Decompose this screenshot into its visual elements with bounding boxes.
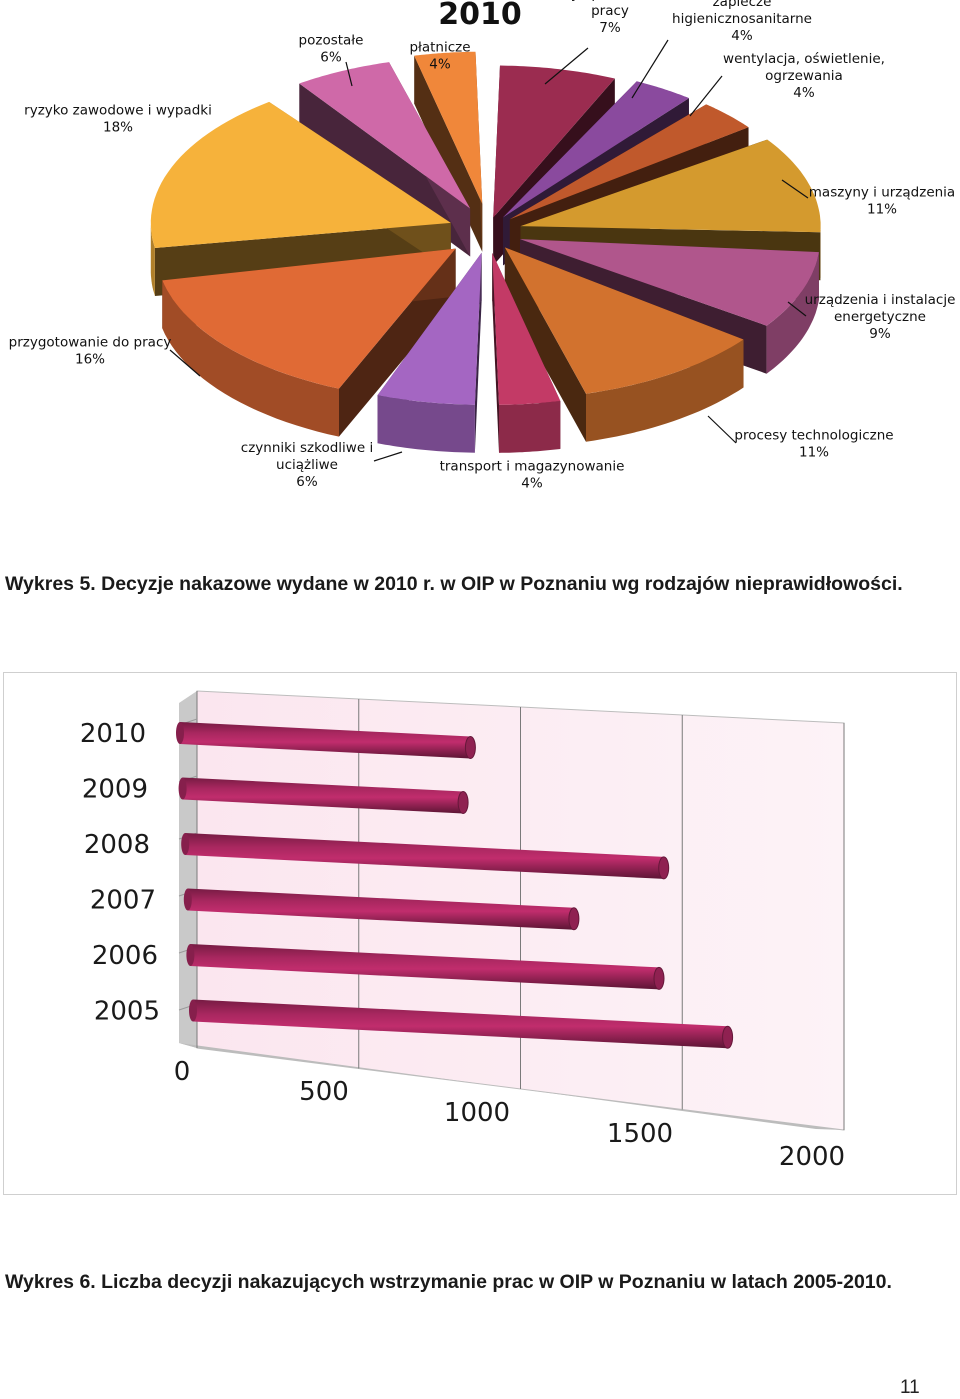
- bar: [181, 833, 670, 880]
- x-tick-label: 1500: [607, 1119, 673, 1149]
- page-number: 11: [900, 1377, 920, 1398]
- slice-label: obiekty i pomieszczeniapracy7%: [529, 0, 691, 36]
- slice-label: przygotowanie do pracy 16%: [9, 335, 172, 368]
- slice-label: pozostałe 6%: [299, 33, 364, 66]
- bar-chart: 0 500 1000 1500 2000 2010 2009 2008 2007 2006 2005: [80, 690, 845, 1172]
- leader-line: [169, 349, 201, 377]
- slice-label: transport i magazynowanie 4%: [440, 459, 625, 492]
- leader-line: [544, 47, 589, 85]
- bar-chart-frame: 0 500 1000 1500 2000 2010 2009 2008 2007 2006 2005: [3, 672, 957, 1195]
- leader-line: [689, 75, 723, 117]
- pie-slice: [504, 247, 744, 442]
- leader-line: [345, 61, 353, 87]
- slice-label: czynniki szkodliwe i uciążliwe 6%: [241, 440, 373, 490]
- leader-line: [787, 301, 807, 317]
- figure-6-caption: Wykres 6. Liczba decyzji nakazujących ws…: [5, 1271, 892, 1293]
- slice-label: urządzenia i instalacje energetyczne 9%: [805, 292, 956, 342]
- bar: [186, 944, 665, 990]
- y-tick-label: 2010: [80, 719, 146, 749]
- y-tick-label: 2007: [90, 886, 156, 916]
- y-tick-label: 2006: [92, 941, 158, 971]
- y-tick-label: 2005: [94, 997, 160, 1027]
- slice-label: zaplecze higienicznosanitarne 4%: [672, 0, 812, 44]
- bar: [189, 999, 734, 1049]
- leader-line: [707, 415, 737, 444]
- slice-label: procesy technologiczne 11%: [734, 428, 893, 461]
- leader-line: [373, 451, 403, 462]
- x-tick-label: 500: [299, 1077, 349, 1107]
- bar: [176, 722, 476, 760]
- pie-chart: 2010obiekty i pomieszczeniapracy7%zaplec…: [9, 0, 956, 492]
- bar: [178, 777, 469, 815]
- pie-slice: [492, 252, 561, 453]
- x-tick-label: 2000: [779, 1142, 845, 1172]
- pie-slice: [162, 248, 456, 437]
- y-tick-label: 2008: [84, 830, 150, 860]
- leader-line: [781, 179, 809, 199]
- figure-5-caption: Wykres 5. Decyzje nakazowe wydane w 2010…: [5, 573, 903, 595]
- slice-label: ryzyko zawodowe i wypadki 18%: [24, 103, 212, 136]
- pie-chart-title: 2010: [438, 0, 522, 32]
- pie-slice: [377, 252, 482, 453]
- x-tick-label: 0: [174, 1057, 191, 1087]
- slice-label: wentylacja, oświetlenie, ogrzewania 4%: [723, 51, 885, 101]
- slice-label: maszyny i urządzenia 11%: [809, 185, 955, 218]
- x-tick-label: 1000: [444, 1098, 510, 1128]
- bar: [183, 888, 580, 931]
- y-tick-label: 2009: [82, 775, 148, 805]
- leader-line: [631, 39, 669, 99]
- slice-label: płatnicze 4%: [409, 40, 470, 73]
